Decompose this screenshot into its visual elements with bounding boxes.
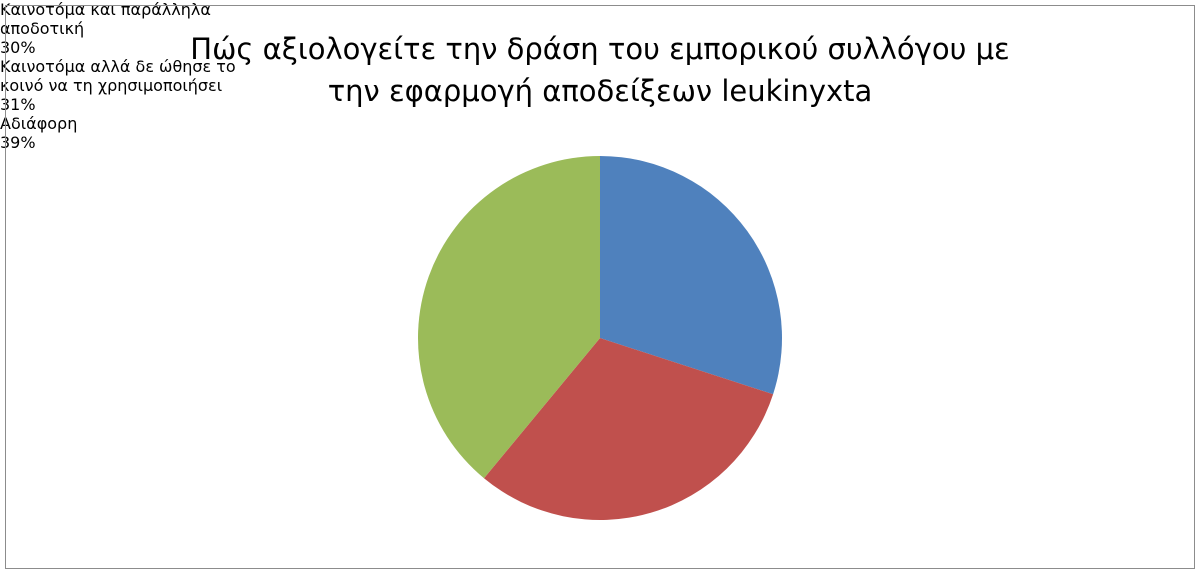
chart-border (5, 5, 1195, 569)
value-label: 31% (0, 95, 36, 114)
data-label: Καινοτόμα και παράλληλα αποδοτική 30% (0, 0, 270, 57)
pie-slice (483, 338, 774, 520)
pie-slice (418, 156, 600, 479)
value-label: 30% (0, 38, 36, 57)
category-label: Καινοτόμα αλλά δε ώθησε το κοινό να τη χ… (0, 57, 236, 95)
value-label: 39% (0, 133, 36, 152)
data-label: Αδιάφορη 39% (0, 114, 160, 152)
pie-slice (600, 156, 782, 395)
category-label: Καινοτόμα και παράλληλα αποδοτική (0, 0, 211, 38)
category-label: Αδιάφορη (0, 114, 78, 133)
chart-title: Πώς αξιολογείτε την δράση του εμπορικού … (190, 32, 1010, 108)
data-label: Καινοτόμα αλλά δε ώθησε το κοινό να τη χ… (0, 57, 270, 114)
